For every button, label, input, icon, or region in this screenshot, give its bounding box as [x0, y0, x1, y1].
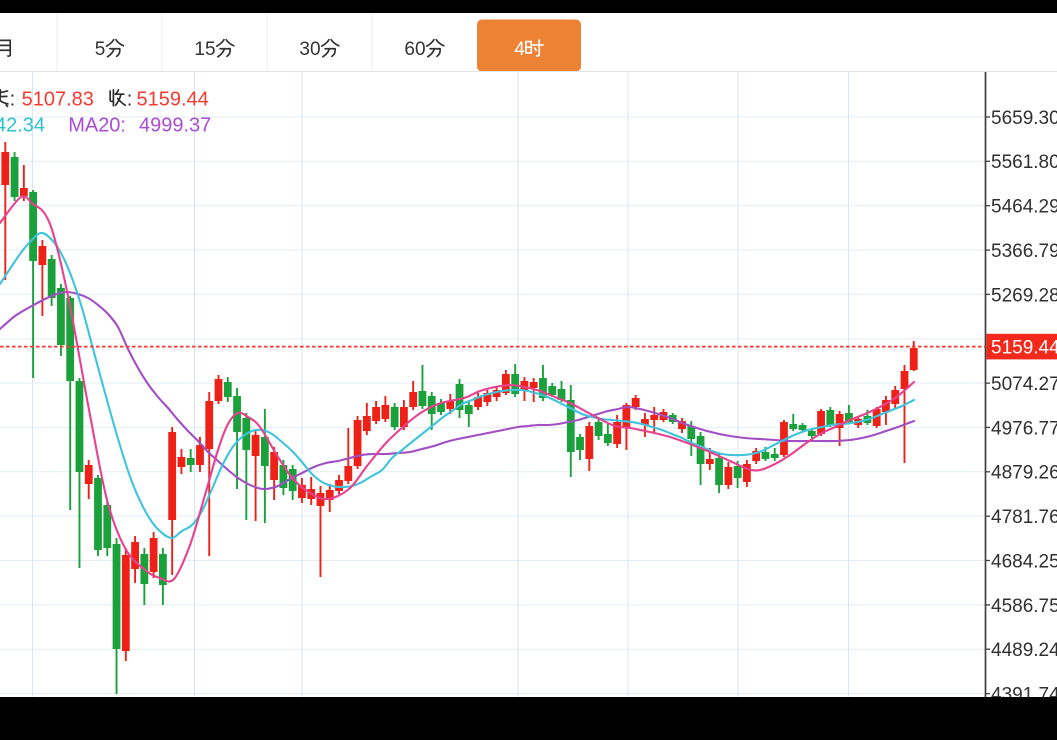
svg-text:30: 30: [299, 39, 320, 60]
svg-text:MA20:: MA20:: [68, 115, 126, 137]
svg-text:5464.29: 5464.29: [991, 197, 1057, 218]
svg-text:42.34: 42.34: [0, 115, 45, 137]
svg-text:4999.37: 4999.37: [139, 115, 211, 137]
svg-text:4586.75: 4586.75: [991, 596, 1057, 617]
svg-text:4: 4: [514, 39, 525, 60]
svg-text:4391.74: 4391.74: [991, 685, 1057, 698]
svg-text:5269.28: 5269.28: [991, 285, 1057, 306]
svg-text:4684.25: 4684.25: [991, 551, 1057, 572]
svg-text:5159.44: 5159.44: [137, 88, 209, 110]
svg-text:4489.24: 4489.24: [991, 640, 1057, 661]
svg-text:4976.77: 4976.77: [991, 418, 1057, 439]
svg-text:5074.27: 5074.27: [991, 374, 1057, 395]
svg-text:5107.83: 5107.83: [22, 88, 94, 110]
svg-text:5159.44: 5159.44: [991, 338, 1057, 359]
svg-text::: :: [127, 88, 133, 110]
svg-text:5: 5: [95, 39, 106, 60]
svg-text:5659.30: 5659.30: [991, 108, 1057, 129]
svg-text::: :: [10, 88, 16, 110]
svg-text:60: 60: [404, 39, 425, 60]
svg-text:5366.79: 5366.79: [991, 241, 1057, 262]
svg-text:15: 15: [194, 39, 215, 60]
svg-text:4879.26: 4879.26: [991, 463, 1057, 484]
svg-text:4781.76: 4781.76: [991, 507, 1057, 528]
svg-text:5561.80: 5561.80: [991, 152, 1057, 173]
